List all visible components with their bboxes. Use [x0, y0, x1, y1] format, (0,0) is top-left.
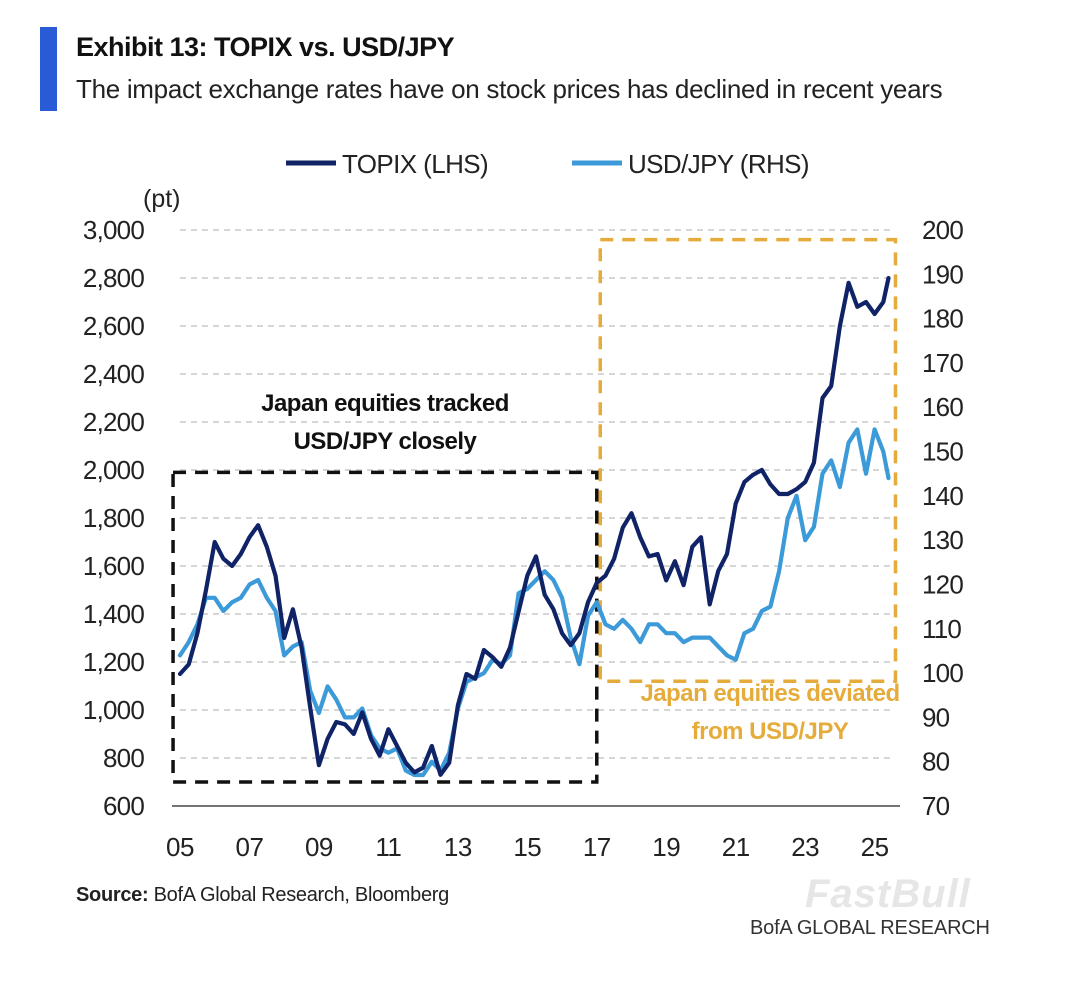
y-right-tick-label: 160: [922, 392, 963, 422]
y-left-tick-label: 2,800: [83, 263, 144, 293]
y-right-tick-label: 180: [922, 304, 963, 334]
x-tick-label: 21: [722, 832, 750, 862]
title-accent-bar: [40, 27, 57, 111]
annotation-deviated-line1: Japan equities deviated: [640, 680, 899, 707]
x-tick-label: 13: [444, 832, 472, 862]
y-left-tick-label: 2,600: [83, 311, 144, 341]
annotation-tracked-line1: Japan equities tracked: [261, 390, 509, 417]
y-right-tick-label: 140: [922, 481, 963, 511]
y-left-tick-label: 2,400: [83, 359, 144, 389]
y-left-tick-label: 1,200: [83, 647, 144, 677]
x-tick-label: 25: [861, 832, 889, 862]
x-tick-label: 15: [513, 832, 541, 862]
y-right-tick-label: 170: [922, 348, 963, 378]
y-right-tick-label: 90: [922, 702, 950, 732]
y-left-tick-label: 600: [103, 791, 144, 821]
source-text: BofA Global Research, Bloomberg: [153, 884, 450, 906]
y-right-tick-label: 70: [922, 791, 950, 821]
annotation-deviated-line2: from USD/JPY: [692, 718, 849, 745]
exhibit-title: Exhibit 13: TOPIX vs. USD/JPY: [76, 32, 455, 62]
y-left-tick-label: 2,200: [83, 407, 144, 437]
brand-footer: BofA GLOBAL RESEARCH: [750, 917, 990, 939]
y-right-tick-label: 110: [922, 614, 961, 644]
x-tick-label: 09: [305, 832, 333, 862]
y-left-tick-label: 1,800: [83, 503, 144, 533]
annotation-box-deviated: [598, 237, 898, 683]
x-tick-label: 17: [583, 832, 611, 862]
x-tick-label: 23: [791, 832, 819, 862]
y-left-tick-label: 2,000: [83, 455, 144, 485]
y-right-tick-label: 130: [922, 525, 963, 555]
legend-label-usdjpy: USD/JPY (RHS): [628, 149, 809, 179]
exhibit-subtitle: The impact exchange rates have on stock …: [76, 74, 943, 104]
x-tick-label: 11: [375, 832, 401, 862]
x-tick-label: 19: [652, 832, 680, 862]
source-label: Source:: [76, 884, 149, 906]
y-right-tick-label: 100: [922, 658, 963, 688]
y-right-tick-label: 80: [922, 747, 950, 777]
annotation-box-tracked: [171, 470, 599, 784]
y-left-tick-label: 800: [103, 743, 144, 773]
series-line-topix: [177, 275, 891, 777]
x-tick-label: 07: [236, 832, 264, 862]
y-left-unit: (pt): [143, 185, 181, 213]
legend-label-topix: TOPIX (LHS): [342, 149, 488, 179]
annotation-tracked-line2: USD/JPY closely: [294, 428, 478, 455]
watermark: FastBull: [805, 872, 971, 916]
y-right-tick-label: 200: [922, 215, 963, 245]
y-left-tick-label: 3,000: [83, 215, 144, 245]
y-right-tick-label: 150: [922, 437, 963, 467]
y-right-tick-label: 120: [922, 569, 963, 599]
y-right-tick-label: 190: [922, 259, 963, 289]
y-left-tick-label: 1,000: [83, 695, 144, 725]
y-left-tick-label: 1,400: [83, 599, 144, 629]
x-tick-label: 05: [166, 832, 194, 862]
source-note: Source: BofA Global Research, Bloomberg: [76, 884, 449, 907]
y-left-tick-label: 1,600: [83, 551, 144, 581]
